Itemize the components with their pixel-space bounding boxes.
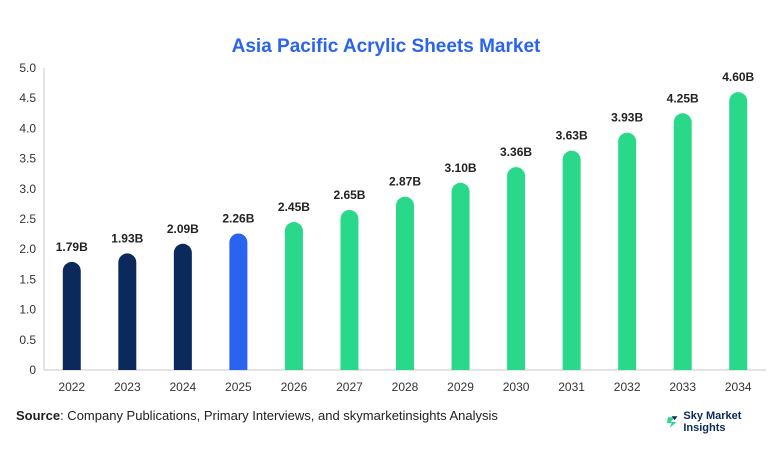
data-label-2028: 2.87B [389,175,421,189]
chart-title: Asia Pacific Acrylic Sheets Market [232,36,541,57]
chart-axes: 0 0.5 1.0 1.5 2.0 2.5 3.0 3.5 4.0 4.5 5.0 [19,61,766,377]
brand-logo-icon [666,416,678,428]
x-tick-label-2033: 2033 [669,380,696,394]
source-label: Source [16,408,61,423]
bar-2029 [451,182,470,370]
y-tick-label: 4.5 [19,91,36,105]
data-label-2031: 3.63B [556,129,588,143]
brand-logo: Sky Market Insights [666,410,782,434]
x-tick-label-2024: 2024 [169,380,196,394]
data-label-2027: 2.65B [333,188,365,202]
bar-2028 [396,196,414,370]
bar-2032 [618,132,637,370]
y-tick-label: 2.5 [19,212,36,226]
x-tick-label-2025: 2025 [225,380,252,394]
bar-series: 1.79B 2022 1.93B 2023 2.09B 2024 2.26B 2025 2.45… [56,70,755,394]
bar-2030 [507,167,526,370]
x-tick-label-2023: 2023 [114,380,141,394]
x-tick-label-2022: 2022 [58,380,85,394]
bar-2023 [118,253,137,370]
source-text: : Company Publications, Primary Intervie… [60,408,498,423]
x-tick-label-2026: 2026 [281,380,308,394]
bar-2033 [673,113,692,371]
bar-2022 [62,261,81,370]
x-tick-label-2028: 2028 [392,380,419,394]
bar-2025 [229,233,248,370]
x-tick-label-2027: 2027 [336,380,363,394]
brand-name: Sky Market Insights [683,410,742,434]
y-tick-label: 2.0 [19,242,36,256]
y-tick-label: 3.0 [19,182,36,196]
bar-2031 [562,150,581,370]
x-tick-label-2030: 2030 [503,380,530,394]
x-tick-label-2032: 2032 [614,380,641,394]
y-tick-label: 4.0 [19,121,36,135]
data-label-2025: 2.26B [222,211,254,225]
source-note: Source: Company Publications, Primary In… [16,408,498,423]
x-tick-label-2029: 2029 [447,380,474,394]
bar-2024 [173,243,192,370]
data-label-2029: 3.10B [445,161,477,175]
y-tick-label: 5.0 [19,61,36,75]
bar-2034 [729,92,748,370]
bar-chart: Asia Pacific Acrylic Sheets Market 0 0.5 1… [19,36,766,394]
data-label-2022: 1.79B [56,240,88,254]
y-tick-label: 0.5 [19,333,36,347]
data-label-2032: 3.93B [611,111,643,125]
data-label-2030: 3.36B [500,145,532,159]
x-tick-label-2031: 2031 [558,380,585,394]
y-tick-label: 1.0 [19,303,36,317]
y-tick-label: 3.5 [19,152,36,166]
data-label-2033: 4.25B [667,91,699,105]
x-tick-label-2034: 2034 [725,380,752,394]
bar-2027 [340,209,359,370]
data-label-2023: 1.93B [111,231,143,245]
y-tick-label: 0 [29,363,36,377]
bar-2026 [284,222,303,370]
data-label-2026: 2.45B [278,200,310,214]
data-label-2034: 4.60B [722,70,754,84]
data-label-2024: 2.09B [167,222,199,236]
y-tick-label: 1.5 [19,272,36,286]
